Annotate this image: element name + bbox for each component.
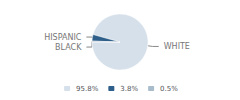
svg-text:WHITE: WHITE: [164, 42, 190, 51]
svg-text:95.8%: 95.8%: [76, 85, 99, 93]
svg-text:0.5%: 0.5%: [160, 85, 178, 93]
svg-text:HISPANIC: HISPANIC: [44, 33, 82, 42]
svg-text:3.8%: 3.8%: [120, 85, 138, 93]
svg-text:BLACK: BLACK: [55, 43, 82, 52]
